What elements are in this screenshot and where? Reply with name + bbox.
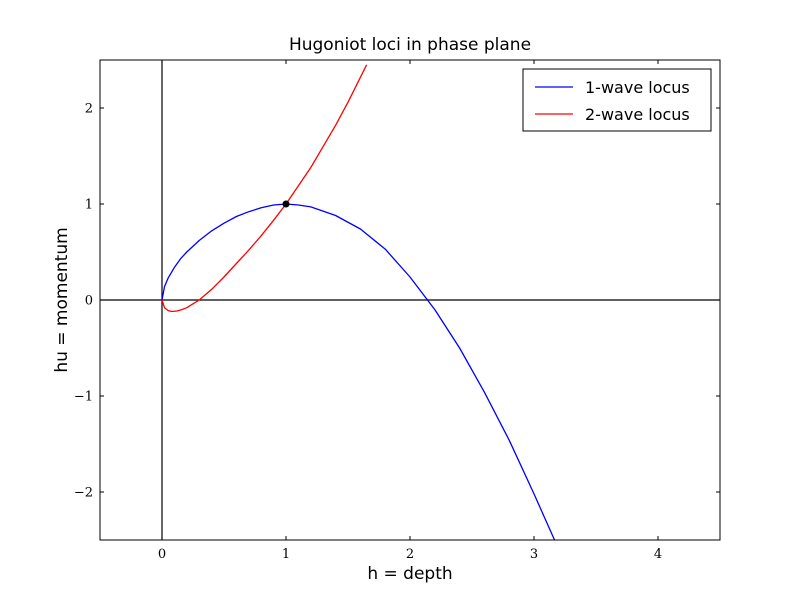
y-tick-label: −2 [74, 486, 93, 501]
series-line-2 [161, 64, 368, 313]
legend-label-2: 2-wave locus [585, 105, 690, 124]
chart-title: Hugoniot loci in phase plane [289, 35, 531, 55]
series-line-1 [161, 203, 556, 540]
y-axis-label: hu = momentum [52, 227, 72, 372]
data-point-1 [282, 200, 290, 208]
y-tick-label: 1 [85, 198, 93, 213]
legend-label-1: 1-wave locus [585, 78, 690, 97]
plot-area [100, 60, 720, 540]
y-tick-label: −1 [74, 390, 93, 405]
y-tick-label: 0 [85, 294, 93, 309]
legend: 1-wave locus 2-wave locus [522, 68, 712, 132]
legend-box [522, 68, 712, 132]
y-tick-label: 2 [85, 102, 93, 117]
x-tick-label: 3 [530, 547, 538, 562]
x-tick-label: 1 [282, 547, 290, 562]
x-tick-label: 2 [406, 547, 414, 562]
x-tick-label: 4 [654, 547, 662, 562]
x-tick-label: 0 [158, 547, 166, 562]
x-axis-label: h = depth [367, 564, 452, 584]
axis-ticks: 0 1 2 3 4 −2 −1 0 1 2 [74, 60, 720, 562]
